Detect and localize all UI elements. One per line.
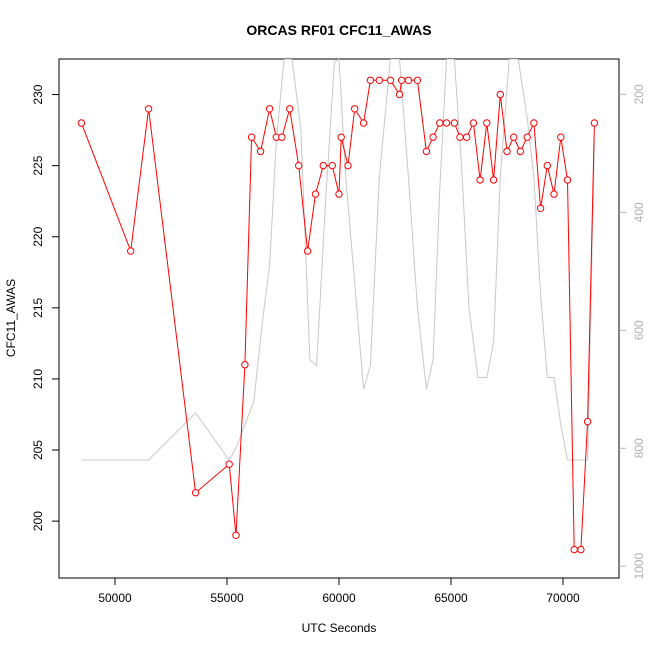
series-0-point bbox=[469, 119, 478, 127]
series-0-point bbox=[319, 161, 327, 170]
series-0-point bbox=[77, 119, 86, 127]
y-tick-label: 230 bbox=[31, 84, 45, 104]
series-layer bbox=[77, 59, 599, 554]
series-0-point bbox=[398, 76, 406, 85]
series-0-point bbox=[543, 161, 551, 170]
chart-title: ORCAS RF01 CFC11_AWAS bbox=[246, 22, 431, 38]
axis-layer: 50000 55000 60000 65000 70000 200 205 210 215 220… bbox=[31, 84, 646, 605]
series-0-point bbox=[395, 90, 404, 99]
x-tick-label: 60000 bbox=[322, 591, 356, 605]
y2-tick-label: 600 bbox=[632, 320, 646, 340]
series-1-line bbox=[81, 59, 595, 461]
series-0-point bbox=[351, 105, 359, 113]
series-0-point bbox=[583, 417, 592, 426]
series-0-point bbox=[295, 161, 303, 170]
y2-tick-label: 200 bbox=[632, 84, 646, 104]
series-0-point bbox=[328, 161, 336, 170]
y-axis-label: CFC11_AWAS bbox=[4, 279, 18, 357]
series-0-point bbox=[536, 204, 545, 213]
series-0-point bbox=[590, 119, 599, 127]
series-0-point bbox=[496, 90, 504, 99]
x-tick-label: 55000 bbox=[210, 591, 244, 605]
series-0-point bbox=[303, 247, 312, 255]
series-0-point bbox=[286, 105, 294, 113]
y-tick-label: 210 bbox=[31, 369, 45, 389]
y-tick-label: 215 bbox=[31, 298, 45, 318]
series-0-point bbox=[386, 76, 395, 85]
series-0-point bbox=[436, 119, 444, 127]
series-0-point bbox=[225, 460, 233, 468]
series-0-point bbox=[344, 161, 352, 170]
series-0-point bbox=[530, 119, 538, 127]
series-0-point bbox=[127, 247, 135, 255]
series-0-point bbox=[503, 147, 511, 156]
series-0-point bbox=[256, 147, 265, 156]
series-0-point bbox=[577, 545, 585, 554]
series-0-point bbox=[557, 133, 565, 141]
series-0-point bbox=[241, 361, 249, 369]
y-tick-label: 220 bbox=[31, 226, 45, 246]
series-0-point bbox=[144, 105, 153, 113]
series-0-point bbox=[429, 133, 437, 141]
series-0-point bbox=[516, 147, 525, 156]
series-0-point bbox=[404, 76, 413, 85]
series-0-point bbox=[463, 133, 471, 141]
y-tick-label: 200 bbox=[31, 511, 45, 531]
series-0-point bbox=[375, 76, 383, 85]
y2-tick-label: 1000 bbox=[632, 553, 646, 580]
x-axis-label: UTC Seconds bbox=[302, 621, 377, 635]
series-0-point bbox=[422, 147, 431, 156]
series-0-point bbox=[450, 119, 459, 127]
series-0-point bbox=[359, 119, 368, 127]
x-tick-label: 50000 bbox=[98, 591, 132, 605]
series-0-point bbox=[570, 545, 578, 554]
series-0-point bbox=[191, 489, 200, 497]
y-tick-label: 205 bbox=[31, 440, 45, 460]
x-tick-label: 65000 bbox=[434, 591, 468, 605]
y2-tick-label: 800 bbox=[632, 438, 646, 458]
series-0-point bbox=[563, 176, 572, 184]
series-0-point bbox=[337, 133, 345, 141]
series-0-point bbox=[278, 133, 286, 141]
series-0-point bbox=[311, 190, 320, 198]
y-tick-label: 225 bbox=[31, 155, 45, 175]
series-0-point bbox=[413, 76, 422, 85]
series-0-point bbox=[510, 133, 518, 141]
series-0-point bbox=[366, 76, 375, 85]
series-0-point bbox=[442, 119, 451, 127]
series-0-point bbox=[335, 190, 343, 198]
series-0-point bbox=[476, 176, 484, 184]
y2-tick-label: 400 bbox=[632, 202, 646, 222]
series-0-point bbox=[265, 105, 274, 113]
series-0-point bbox=[483, 119, 491, 127]
series-0-point bbox=[523, 133, 531, 141]
series-0-point bbox=[489, 176, 498, 184]
series-0-point bbox=[232, 531, 240, 539]
series-0-point bbox=[247, 133, 256, 141]
series-0-point bbox=[456, 133, 464, 141]
series-0-point bbox=[550, 190, 558, 198]
x-tick-label: 70000 bbox=[546, 591, 580, 605]
